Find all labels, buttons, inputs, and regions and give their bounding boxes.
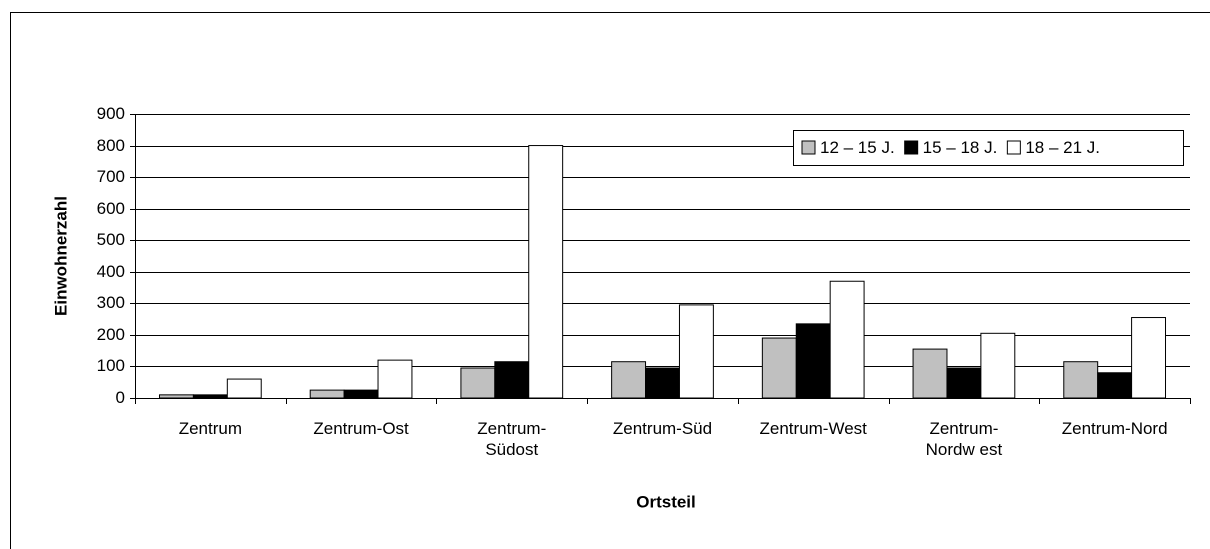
legend-swatch (904, 140, 919, 155)
y-tick-label: 500 (97, 230, 125, 249)
bar (795, 323, 831, 399)
y-tick-label: 600 (97, 199, 125, 218)
legend-box (793, 130, 1184, 166)
y-tick-label: 400 (97, 262, 125, 281)
x-tick-label: Zentrum-Ost (313, 419, 409, 438)
y-tick-label: 300 (97, 293, 125, 312)
legend-label: 12 – 15 J. (820, 138, 895, 157)
legend-swatch (801, 140, 816, 155)
y-tick-label: 700 (97, 167, 125, 186)
legend-label: 15 – 18 J. (923, 138, 998, 157)
bar (980, 332, 1016, 399)
bar (192, 394, 228, 399)
bar (645, 367, 680, 399)
bar (829, 280, 865, 399)
bar (309, 389, 345, 399)
bar (226, 378, 262, 399)
bar (678, 304, 714, 399)
bar (343, 389, 379, 399)
x-tick-label: Zentrum-Süd (612, 419, 713, 438)
bar (912, 348, 948, 399)
y-tick-label: 100 (97, 356, 125, 375)
bar (460, 367, 496, 399)
y-tick-label: 0 (116, 388, 125, 407)
bar (1097, 372, 1133, 399)
x-tick-label: Zentrum (178, 419, 242, 438)
bar (494, 361, 530, 399)
bar (1131, 317, 1167, 399)
legend-label: 18 – 21 J. (1025, 138, 1100, 157)
bar (761, 337, 797, 399)
x-tick-label: Zentrum- Nordw est (925, 419, 1003, 459)
bar (377, 359, 413, 399)
bar (946, 367, 982, 399)
y-tick-label: 200 (97, 325, 125, 344)
bar (1063, 361, 1099, 399)
x-tick-label: Zentrum-Nord (1061, 419, 1168, 438)
x-tick-label: Zentrum-West (759, 419, 867, 438)
x-tick-label: Zentrum- Südost (477, 419, 547, 459)
bar (528, 145, 564, 399)
y-tick-label: 800 (97, 136, 125, 155)
legend-swatch (1006, 140, 1021, 155)
y-axis-label: Einwohnerzahl (51, 196, 70, 316)
chart-border (10, 12, 1210, 549)
bar (158, 394, 194, 399)
y-tick-label: 900 (97, 104, 125, 123)
x-axis-label: Ortsteil (636, 492, 696, 511)
bar (611, 361, 647, 399)
